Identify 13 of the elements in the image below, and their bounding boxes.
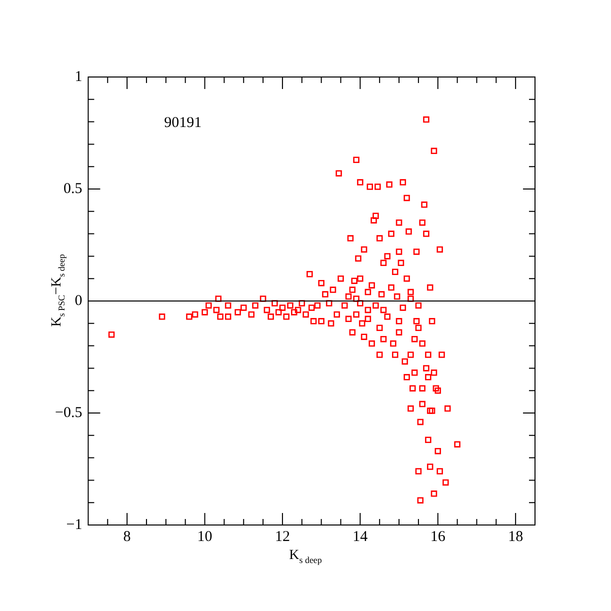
x-tick-label: 18 <box>508 528 524 545</box>
y-tick-label: 0.5 <box>63 180 82 197</box>
x-tick-label: 12 <box>274 528 290 545</box>
x-axis-title: K$_{s deep}$ <box>288 548 323 565</box>
x-tick-label: 14 <box>352 528 368 545</box>
x-tick-label: 8 <box>123 528 131 545</box>
x-tick-label: 16 <box>430 528 446 545</box>
x-tick-label: 10 <box>197 528 212 545</box>
y-tick-label: −1 <box>66 516 82 533</box>
y-tick-label: 1 <box>74 68 82 85</box>
annotation: 90191 <box>164 115 202 132</box>
y-tick-label: −0.5 <box>54 404 82 421</box>
y-tick-label: 0 <box>74 292 82 309</box>
